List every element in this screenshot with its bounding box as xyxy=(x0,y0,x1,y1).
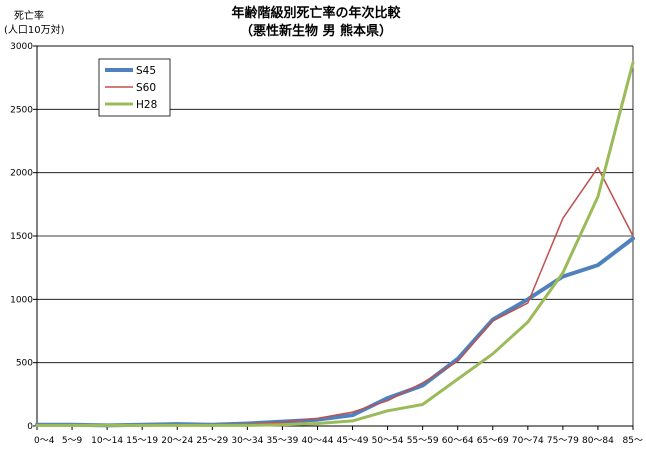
series-lines xyxy=(35,61,635,428)
x-tick-label: 60〜64 xyxy=(442,436,474,446)
x-tick-label: 75〜79 xyxy=(547,436,579,446)
y-axis-unit: (人口10万対) xyxy=(4,23,65,36)
x-tick-label: 40〜44 xyxy=(302,436,334,446)
x-tick-label: 35〜39 xyxy=(266,436,298,446)
x-tick-label: 30〜34 xyxy=(231,436,263,446)
x-tick-label: 50〜54 xyxy=(372,436,404,446)
x-tick-label: 25〜29 xyxy=(196,436,228,446)
y-tick-label: 3000 xyxy=(10,42,33,52)
x-tick-label: 55〜59 xyxy=(407,436,439,446)
x-tick-label: 10〜14 xyxy=(91,436,123,446)
y-axis-title: 死亡率 xyxy=(14,9,44,22)
legend-label-h28: H28 xyxy=(136,99,157,111)
series-line-h28 xyxy=(35,61,635,427)
y-tick-labels: 0 500 1000 1500 2000 2500 3000 xyxy=(10,42,33,432)
x-tick-label: 0〜4 xyxy=(34,436,55,446)
y-tick-label: 1000 xyxy=(10,295,33,305)
x-tick-label: 80〜84 xyxy=(582,436,614,446)
y-tick-label: 500 xyxy=(16,359,33,369)
x-tick-label: 85〜 xyxy=(623,436,643,446)
y-tick-label: 1500 xyxy=(10,232,33,242)
x-tick-label: 5〜9 xyxy=(62,436,83,446)
x-tick-labels: 0〜4 5〜9 10〜14 15〜19 20〜24 25〜29 30〜34 35〜39 40〜4… xyxy=(34,436,643,446)
y-tick-label: 2500 xyxy=(10,105,33,115)
y-tick-label: 0 xyxy=(27,422,33,432)
chart-subtitle: （悪性新生物 男 熊本県） xyxy=(240,23,392,39)
y-tick-label: 2000 xyxy=(10,169,33,179)
chart-title: 年齢階級別死亡率の年次比較 xyxy=(231,5,401,21)
x-tick-label: 45〜49 xyxy=(337,436,369,446)
x-tick-label: 20〜24 xyxy=(161,436,193,446)
legend-label-s45: S45 xyxy=(136,65,156,77)
x-tick-label: 70〜74 xyxy=(512,436,544,446)
legend: S45 S60 H28 xyxy=(98,58,171,117)
x-tick-label: 15〜19 xyxy=(126,436,158,446)
series-line-s60 xyxy=(36,166,634,427)
x-tick-label: 65〜69 xyxy=(477,436,509,446)
legend-label-s60: S60 xyxy=(136,82,156,94)
